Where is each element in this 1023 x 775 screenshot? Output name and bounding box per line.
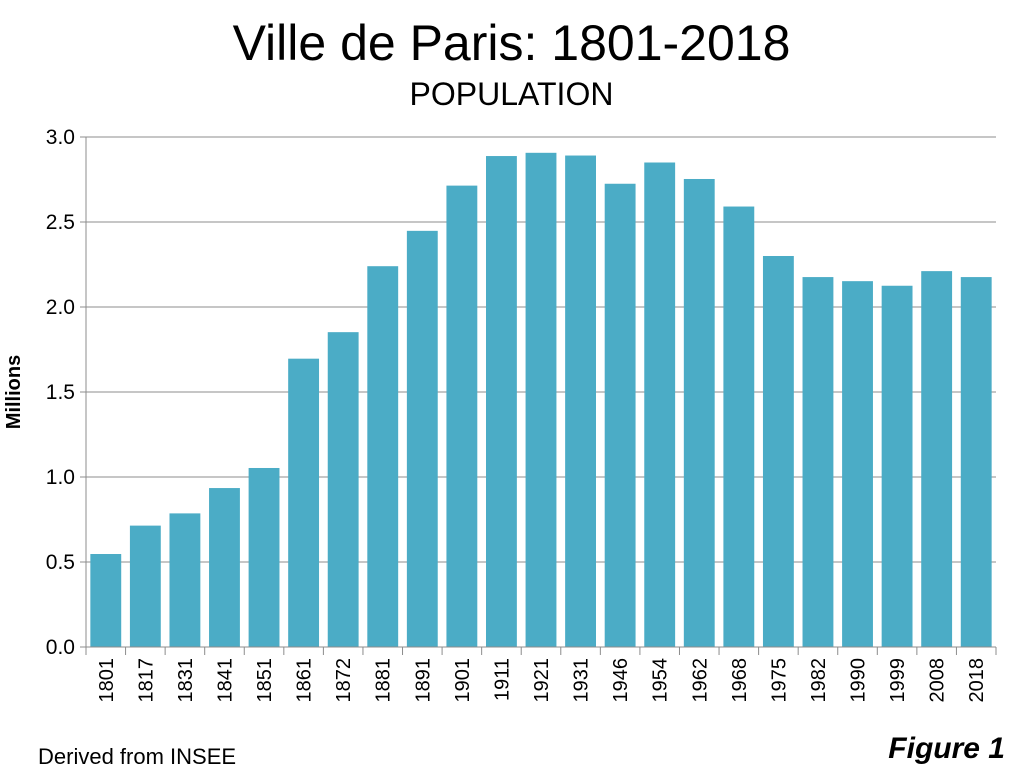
x-tick-label: 1841 <box>214 658 236 703</box>
figure-label: Figure 1 <box>888 732 1005 765</box>
x-tick-label: 1817 <box>135 658 157 703</box>
bar-1990 <box>842 281 873 647</box>
bar-1831 <box>169 513 201 647</box>
y-tick-label: 1.0 <box>46 466 75 489</box>
bar-1841 <box>209 488 240 647</box>
y-tick-label: 1.5 <box>46 381 75 404</box>
bar-1968 <box>723 206 755 647</box>
bar-1801 <box>90 554 122 647</box>
x-tick-label: 1891 <box>412 658 434 703</box>
bar-1872 <box>327 332 359 647</box>
x-tick-label: 1954 <box>650 658 672 703</box>
y-tick-label: 2.5 <box>46 211 75 234</box>
x-tick-label: 1921 <box>531 658 553 703</box>
bar-1982 <box>802 277 834 647</box>
y-tick-label: 2.0 <box>46 296 75 319</box>
x-tick-label: 1851 <box>254 658 276 703</box>
chart-subtitle: POPULATION <box>409 76 614 112</box>
bar-1911 <box>486 156 517 648</box>
bar-1817 <box>129 525 161 647</box>
x-tick-label: 1872 <box>333 658 355 703</box>
bar-2008 <box>921 271 953 647</box>
x-tick-label: 1911 <box>491 658 513 701</box>
bar-1861 <box>288 358 320 647</box>
x-tick-label: 1946 <box>610 658 632 703</box>
x-tick-label: 1968 <box>729 658 751 703</box>
bar-2018 <box>960 277 992 647</box>
x-tick-label: 1931 <box>571 658 593 703</box>
bar-1891 <box>406 230 438 647</box>
source-note: Derived from INSEE <box>38 744 237 769</box>
x-tick-labels: 1801 1817 1831 1841 1851 1861 1872 1881 1891 1901… <box>96 658 988 703</box>
x-tick-label: 1962 <box>689 658 711 703</box>
bar-1931 <box>565 155 596 647</box>
bar-1851 <box>248 467 280 647</box>
y-tick-label: 0.5 <box>46 551 75 574</box>
bar-1999 <box>881 285 913 647</box>
x-tick-label: 1999 <box>887 658 909 703</box>
bars <box>90 152 992 648</box>
x-tick-label: 1901 <box>452 658 474 703</box>
y-axis-label: Millions <box>3 355 25 429</box>
bar-1954 <box>644 162 676 647</box>
y-tick-label: 0.0 <box>46 636 75 659</box>
x-tick-label: 1881 <box>373 658 395 703</box>
x-tick-label: 2008 <box>927 658 949 703</box>
bar-1921 <box>525 152 557 647</box>
x-tick-label: 1831 <box>175 658 197 703</box>
x-tick-label: 1982 <box>808 658 830 703</box>
chart-title: Ville de Paris: 1801-2018 <box>232 15 791 71</box>
axes <box>80 136 997 655</box>
x-tick-label: 1990 <box>848 658 870 703</box>
bar-1901 <box>446 185 478 647</box>
x-tick-label: 1801 <box>96 658 118 703</box>
y-tick-labels: 0.0 0.5 1.0 1.5 2.0 2.5 3.0 <box>46 126 75 659</box>
x-tick-label: 2018 <box>966 658 988 703</box>
bar-1962 <box>683 178 715 648</box>
x-tick-label: 1975 <box>768 658 790 703</box>
y-tick-label: 3.0 <box>46 126 75 149</box>
bar-1946 <box>604 183 636 647</box>
x-tick-label: 1861 <box>294 658 316 703</box>
bar-1881 <box>367 266 399 647</box>
bar-1975 <box>762 256 794 647</box>
